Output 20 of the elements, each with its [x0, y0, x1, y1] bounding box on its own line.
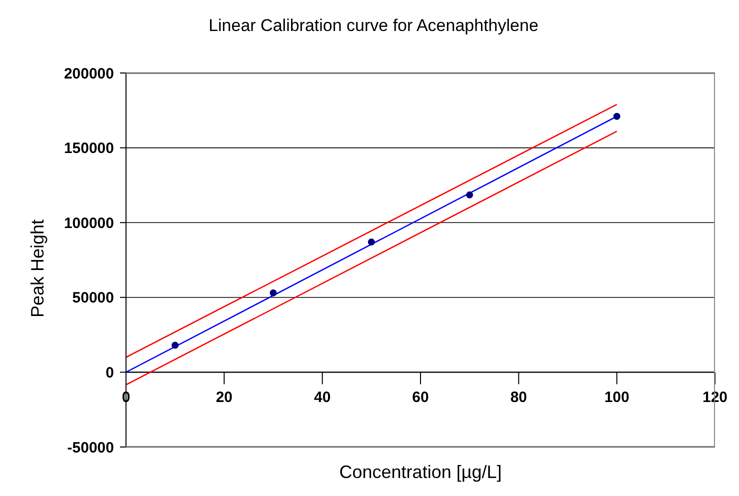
y-tick-label: 200000 — [64, 65, 114, 82]
y-tick-label: 100000 — [64, 214, 114, 232]
x-axis-title: Concentration [µg/L] — [338, 462, 503, 483]
y-tick-label: -50000 — [67, 439, 114, 456]
point — [270, 289, 277, 296]
x-tick-label: 20 — [216, 389, 233, 406]
point — [466, 191, 474, 198]
point — [613, 112, 620, 120]
chart-title: Linear Calibration curve for Acenaphthylene — [208, 16, 540, 36]
y-tick-label: 0 — [106, 364, 114, 382]
x-tick-label: 40 — [314, 389, 331, 406]
x-tick-label: 60 — [412, 389, 429, 406]
y-tick-label: 150000 — [64, 140, 114, 158]
x-tick-label: 100 — [604, 389, 630, 406]
point — [172, 342, 179, 349]
x-tick-label: 120 — [702, 389, 728, 406]
x-tick-label: 80 — [510, 389, 528, 406]
y-axis-title: Peak Height — [28, 218, 48, 320]
y-tick-label: 50000 — [72, 290, 114, 307]
point — [368, 238, 375, 246]
